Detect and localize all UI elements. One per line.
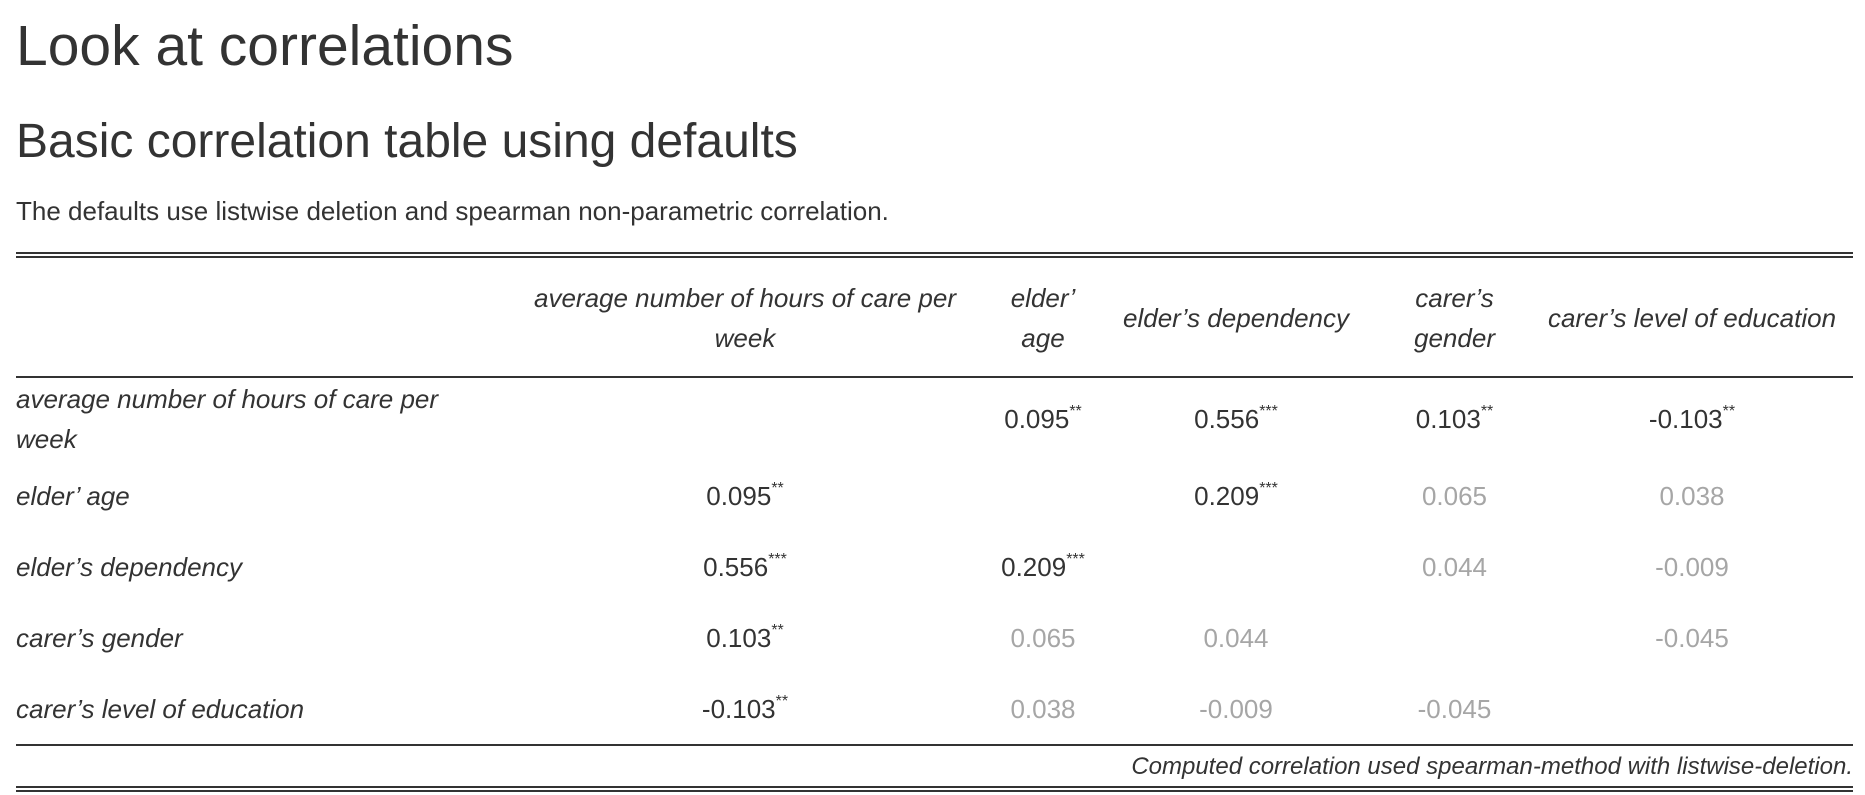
correlation-value: -0.103 [701, 693, 776, 724]
table-row: carer’s level of education -0.103** 0.038-… [16, 673, 1853, 745]
significance-stars: ** [1722, 403, 1736, 421]
section-heading: Basic correlation table using defaults [16, 115, 798, 168]
table-row: elder’s dependency 0.556*** 0.209*** 0.044-… [16, 531, 1853, 602]
correlation-cell [992, 460, 1094, 531]
correlation-cell: -0.045 [1531, 602, 1853, 673]
correlation-cell: 0.044 [1094, 602, 1378, 673]
significance-stars: ** [1069, 403, 1082, 421]
correlation-cell: 0.103** [1378, 377, 1531, 460]
correlation-value: 0.095 [1004, 404, 1070, 434]
correlation-cell [498, 377, 992, 460]
correlation-value: -0.045 [1655, 622, 1729, 653]
table-footnote: Computed correlation used spearman-metho… [16, 744, 1853, 792]
correlation-value: 0.065 [1421, 480, 1488, 511]
correlation-value: 0.038 [1659, 480, 1725, 511]
correlation-table-container: average number of hours of care per week… [16, 252, 1853, 792]
significance-stars: ** [771, 621, 784, 639]
correlation-value: 0.103 [706, 622, 772, 653]
correlation-value: 0.065 [1010, 622, 1076, 653]
row-label: carer’s gender [16, 622, 183, 653]
significance-stars: *** [1259, 479, 1278, 497]
correlation-cell: 0.044 [1378, 531, 1531, 602]
correlation-value: 0.556 [1194, 404, 1260, 434]
row-label: elder’s dependency [16, 551, 242, 582]
significance-stars: ** [775, 692, 789, 710]
correlation-cell: -0.009 [1531, 531, 1853, 602]
page-title: Look at correlations [16, 14, 514, 78]
correlation-value: 0.556 [703, 551, 769, 582]
significance-stars: *** [768, 550, 787, 568]
correlation-cell: 0.556*** [498, 531, 992, 602]
correlation-cell: 0.095** [498, 460, 992, 531]
correlation-cell: -0.103** [498, 673, 992, 745]
significance-stars: ** [1480, 403, 1494, 421]
header-corner-cell [16, 252, 498, 378]
correlation-value: -0.009 [1199, 693, 1273, 724]
correlation-cell: 0.556*** [1094, 377, 1378, 460]
column-header: carer’s level of education [1531, 252, 1853, 378]
section-description: The defaults use listwise deletion and s… [16, 196, 889, 226]
correlation-cell: 0.103** [498, 602, 992, 673]
table-header-row: average number of hours of care per week… [16, 252, 1853, 378]
correlation-value: -0.045 [1417, 693, 1492, 724]
correlation-cell: 0.209*** [992, 531, 1094, 602]
row-label: average number of hours of care per week [16, 384, 439, 454]
significance-stars: *** [1259, 403, 1278, 421]
column-header: elder’s dependency [1094, 252, 1378, 378]
correlation-cell: 0.038 [1531, 460, 1853, 531]
correlation-table: average number of hours of care per week… [16, 252, 1853, 792]
correlation-cell [1094, 531, 1378, 602]
column-header: average number of hours of care per week [498, 252, 992, 378]
correlation-cell [1531, 673, 1853, 745]
row-label: carer’s level of education [16, 693, 305, 724]
correlation-value: -0.009 [1655, 551, 1729, 582]
correlation-value: 0.095 [706, 480, 772, 511]
correlation-cell: 0.209*** [1094, 460, 1378, 531]
correlation-value: 0.103 [1415, 404, 1481, 434]
correlation-cell: 0.038 [992, 673, 1094, 745]
correlation-cell: 0.095** [992, 377, 1094, 460]
table-footer-row: Computed correlation used spearman-metho… [16, 744, 1853, 792]
table-row: carer’s gender 0.103** 0.065 0.044 -0.045 [16, 602, 1853, 673]
row-label: elder’ age [16, 480, 130, 511]
correlation-cell: 0.065 [1378, 460, 1531, 531]
correlation-cell [1378, 602, 1531, 673]
correlation-cell: -0.009 [1094, 673, 1378, 745]
correlation-cell: 0.065 [992, 602, 1094, 673]
column-header: carer’s gender [1378, 252, 1531, 378]
table-row: elder’ age 0.095** 0.209*** 0.065 0.038 [16, 460, 1853, 531]
correlation-value: 0.209 [1194, 480, 1260, 511]
correlation-cell: -0.045 [1378, 673, 1531, 745]
correlation-value: 0.038 [1010, 693, 1076, 724]
correlation-value: 0.209 [1001, 551, 1067, 582]
correlation-value: 0.044 [1203, 622, 1269, 653]
correlation-value: 0.044 [1421, 551, 1488, 582]
column-header: elder’ age [992, 252, 1094, 378]
table-row: average number of hours of care per week… [16, 377, 1853, 460]
significance-stars: *** [1066, 550, 1085, 568]
correlation-cell: -0.103** [1531, 377, 1853, 460]
significance-stars: ** [771, 479, 784, 497]
correlation-value: -0.103 [1648, 404, 1723, 434]
